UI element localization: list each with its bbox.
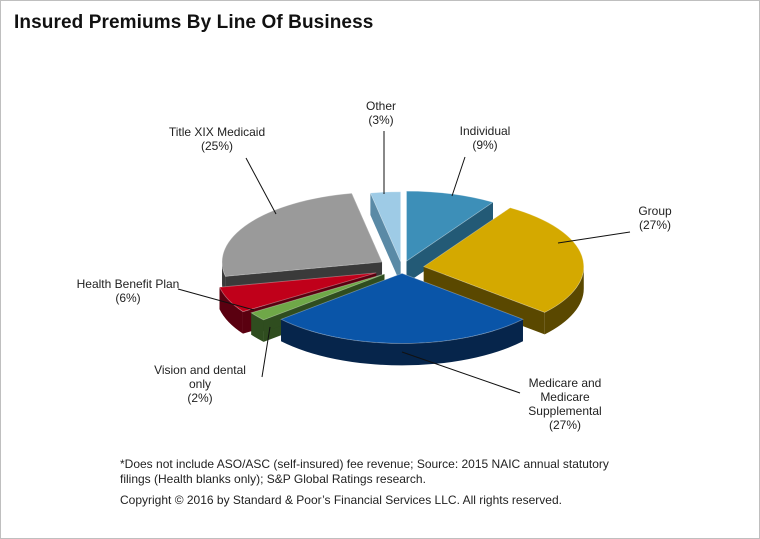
chart-notes: *Does not include ASO/ASC (self-insured)… — [120, 457, 640, 508]
pie-slices — [218, 190, 585, 366]
leader-line-medicare — [401, 351, 521, 394]
slice-label-line: (9%) — [472, 138, 497, 152]
slice-label-individual: Individual (9%) — [460, 124, 511, 152]
slice-labels: Individual (9%)Group (27%)Medicare and Medi… — [77, 99, 672, 432]
slice-label-line: (3%) — [368, 113, 393, 127]
leader-line-individual — [451, 156, 466, 197]
slice-label-line: (2%) — [187, 391, 212, 405]
slice-label-group: Group (27%) — [638, 204, 672, 232]
slice-label-line: (27%) — [639, 218, 671, 232]
slice-label-line: Medicare and — [529, 376, 602, 390]
slice-label-line: Group — [638, 204, 672, 218]
pie-slice-medicare — [280, 272, 524, 366]
chart-title: Insured Premiums By Line Of Business — [14, 12, 374, 33]
leader-line-health — [177, 288, 255, 311]
slice-label-medicare: Medicare and Medicare Supplemental (27%) — [528, 376, 601, 432]
slice-label-line: Medicare — [540, 390, 590, 404]
pie-slice-individual — [406, 190, 494, 284]
slice-label-line: Individual — [460, 124, 511, 138]
slice-label-vision: Vision and dental only (2%) — [154, 363, 246, 405]
slice-label-line: Health Benefit Plan — [77, 277, 180, 291]
slice-label-line: (27%) — [549, 418, 581, 432]
footnote: *Does not include ASO/ASC (self-insured)… — [120, 457, 609, 486]
leader-line-medicaid — [245, 157, 277, 215]
leader-line-group — [557, 231, 631, 244]
slice-label-other: Other (3%) — [366, 99, 396, 127]
slice-label-line: Title XIX Medicaid — [169, 125, 265, 139]
slice-label-line: Vision and dental — [154, 363, 246, 377]
slice-label-line: (25%) — [201, 139, 233, 153]
pie-slice-other — [369, 191, 402, 284]
leader-line-vision — [261, 326, 271, 378]
slice-label-line: only — [189, 377, 211, 391]
slice-label-line: Other — [366, 99, 396, 113]
copyright: Copyright © 2016 by Standard & Poor’s Fi… — [120, 493, 562, 507]
slice-label-line: (6%) — [115, 291, 140, 305]
slice-label-line: Supplemental — [528, 404, 601, 418]
slice-label-medicaid: Title XIX Medicaid (25%) — [169, 125, 265, 153]
slice-label-health: Health Benefit Plan (6%) — [77, 277, 180, 305]
leader-lines — [177, 131, 631, 394]
